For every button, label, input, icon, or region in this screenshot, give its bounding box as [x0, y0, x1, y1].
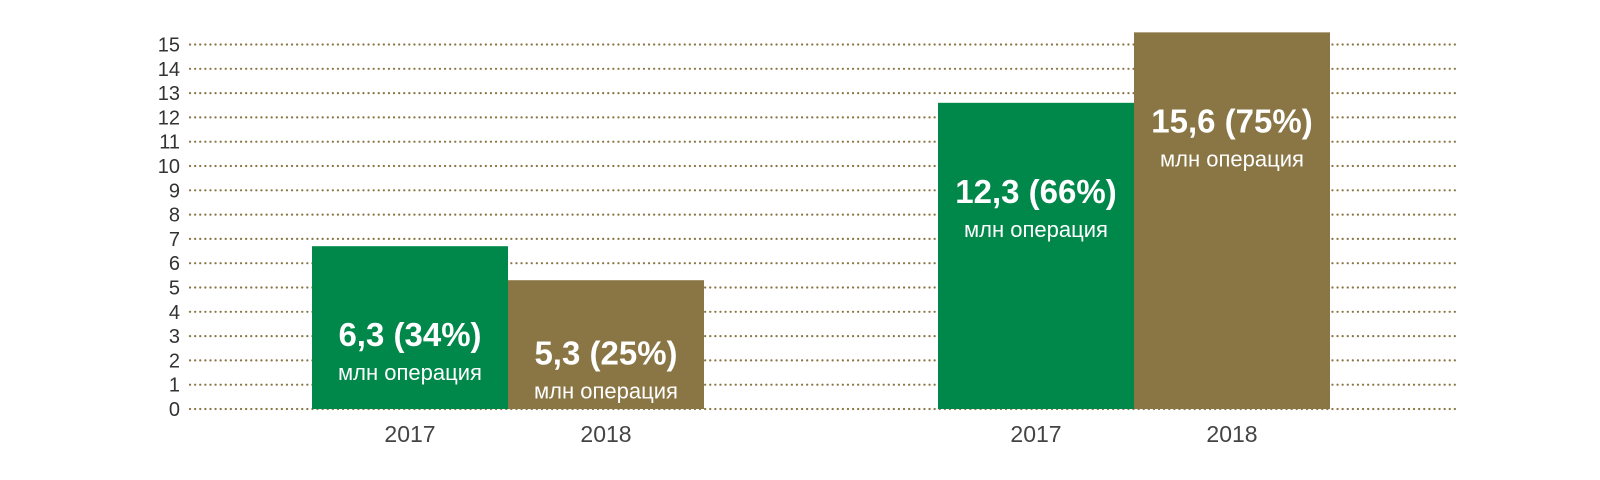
bar	[312, 246, 508, 409]
y-tick-label: 5	[169, 278, 180, 300]
bar	[1134, 32, 1330, 409]
x-tick-label: 2017	[1010, 421, 1061, 447]
y-tick-label: 10	[158, 156, 180, 178]
data-label-unit: млн операция	[1160, 146, 1304, 171]
y-tick-label: 3	[169, 326, 180, 348]
y-tick-label: 14	[158, 59, 180, 81]
y-tick-label: 9	[169, 180, 180, 202]
y-tick-label: 12	[158, 107, 180, 129]
data-label: 12,3 (66%)	[955, 173, 1116, 210]
y-tick-label: 8	[169, 205, 180, 227]
y-tick-label: 1	[169, 375, 180, 397]
data-label-unit: млн операция	[964, 217, 1108, 242]
y-tick-label: 2	[169, 350, 180, 372]
x-tick-label: 2018	[1206, 421, 1257, 447]
x-tick-label: 2018	[580, 421, 631, 447]
y-tick-label: 15	[158, 35, 180, 57]
y-tick-label: 13	[158, 83, 180, 105]
data-label-unit: млн операция	[338, 360, 482, 385]
data-label-unit: млн операция	[534, 379, 678, 404]
data-label: 6,3 (34%)	[338, 316, 481, 353]
bar	[938, 102, 1134, 409]
bars: 6,3 (34%) млн операция 2017 5,3 (25%) млн оп…	[312, 32, 1330, 447]
y-tick-label: 0	[169, 399, 180, 421]
data-label: 15,6 (75%)	[1151, 102, 1312, 139]
y-tick-label: 6	[169, 253, 180, 275]
y-tick-label: 7	[169, 229, 180, 251]
y-tick-label: 11	[159, 132, 180, 154]
y-tick-label: 4	[169, 302, 180, 324]
x-tick-label: 2017	[384, 421, 435, 447]
bar	[508, 280, 704, 409]
data-label: 5,3 (25%)	[534, 335, 677, 372]
